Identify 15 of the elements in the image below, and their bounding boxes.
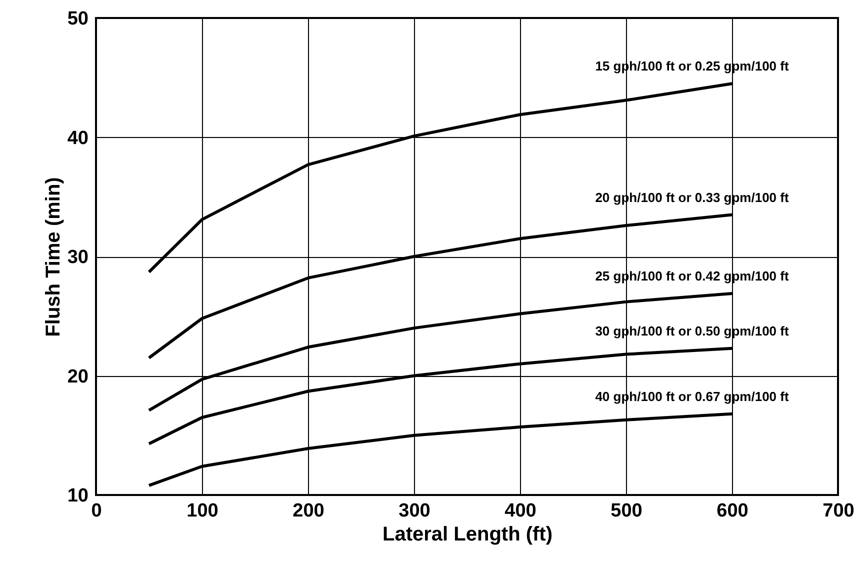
y-tick-label: 50 bbox=[67, 8, 88, 30]
x-tick-label: 300 bbox=[398, 500, 430, 522]
x-tick-label: 500 bbox=[610, 500, 642, 522]
x-tick-label: 100 bbox=[186, 500, 218, 522]
x-tick-label: 400 bbox=[504, 500, 536, 522]
y-tick-label: 30 bbox=[67, 247, 88, 268]
y-axis-title: Flush Time (min) bbox=[42, 177, 64, 337]
x-axis-title: Lateral Length (ft) bbox=[382, 524, 552, 546]
x-tick-label: 700 bbox=[822, 500, 854, 522]
x-tick-label: 600 bbox=[716, 500, 748, 522]
y-tick-label: 40 bbox=[67, 128, 88, 149]
x-tick-label: 200 bbox=[292, 500, 324, 522]
y-tick-label: 20 bbox=[67, 366, 88, 388]
x-tick-label: 0 bbox=[91, 500, 102, 522]
y-tick-label: 10 bbox=[67, 486, 88, 506]
